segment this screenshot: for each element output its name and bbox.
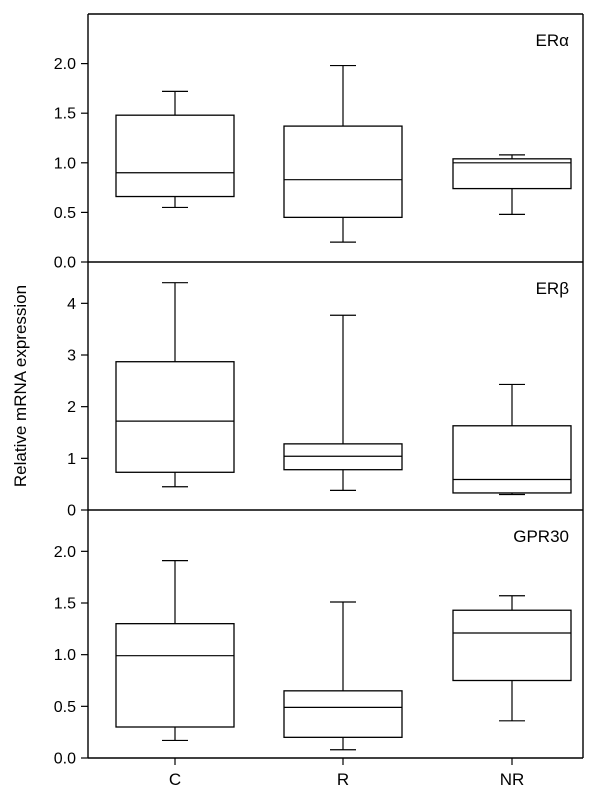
x-tick-label: NR xyxy=(500,770,525,789)
box-C xyxy=(115,114,235,198)
y-tick-label: 1.5 xyxy=(54,596,76,613)
x-tick-label: R xyxy=(337,770,349,789)
box-R xyxy=(283,125,403,219)
panel-label: GPR30 xyxy=(513,527,569,546)
y-tick-label: 0.0 xyxy=(54,751,76,768)
y-tick-label: 2.0 xyxy=(54,544,76,561)
box-R xyxy=(283,690,403,738)
y-tick-label: 1.0 xyxy=(54,647,76,664)
y-tick-label: 3 xyxy=(67,348,76,365)
y-axis-label: Relative mRNA expression xyxy=(11,285,30,487)
y-tick-label: 0.0 xyxy=(54,255,76,272)
x-tick-label: C xyxy=(169,770,181,789)
y-tick-label: 0 xyxy=(67,503,76,520)
y-tick-label: 4 xyxy=(67,296,76,313)
y-tick-label: 2.0 xyxy=(54,56,76,73)
box-C xyxy=(115,361,235,473)
panel-label: ERβ xyxy=(536,279,570,298)
box-C xyxy=(115,623,235,728)
box-NR xyxy=(452,609,572,682)
box-NR xyxy=(452,425,572,494)
panel-label: ERα xyxy=(536,31,570,50)
y-tick-label: 1.0 xyxy=(54,155,76,172)
y-tick-label: 0.5 xyxy=(54,205,76,222)
y-tick-label: 1 xyxy=(67,451,76,468)
y-tick-label: 0.5 xyxy=(54,699,76,716)
y-tick-label: 2 xyxy=(67,399,76,416)
box-NR xyxy=(452,158,572,190)
y-tick-label: 1.5 xyxy=(54,106,76,123)
